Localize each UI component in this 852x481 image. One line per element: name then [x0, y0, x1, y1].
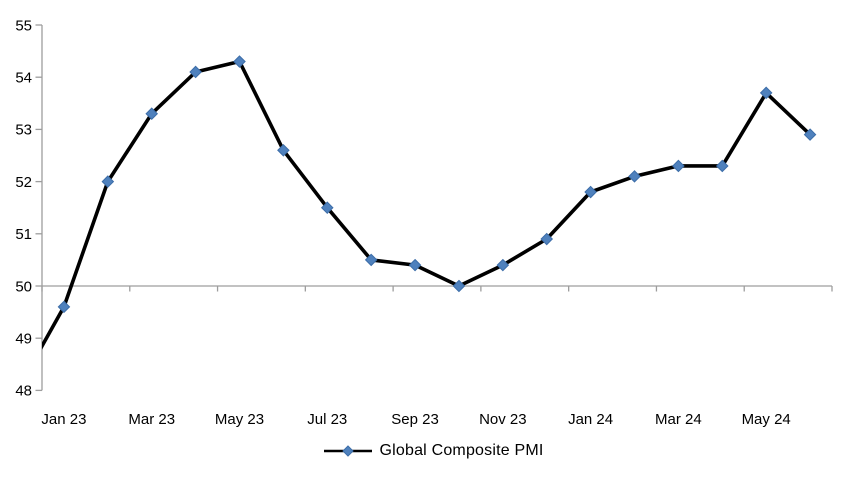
x-axis-label: May 23 [215, 411, 264, 428]
x-axis-label: Sep 23 [391, 411, 439, 428]
data-point-marker [277, 143, 290, 157]
data-point-marker [189, 65, 202, 79]
y-axis-label: 49 [15, 331, 32, 348]
chart-plot-area: 48 49 50 51 52 53 54 55 Jan 23 Mar 23 May 23 Jul 23… [15, 17, 833, 428]
legend-label: Global Composite PMI [379, 442, 544, 459]
data-point-marker [496, 258, 510, 272]
data-point-marker [57, 300, 71, 314]
y-axis-label: 53 [15, 122, 32, 139]
y-axis-label: 50 [15, 278, 32, 295]
y-axis-label: 52 [15, 174, 32, 191]
y-axis-label: 54 [15, 70, 32, 87]
data-point-marker [233, 55, 246, 68]
x-axis-label: Jul 23 [307, 411, 347, 428]
x-axis-label: Jan 24 [568, 411, 613, 428]
y-axis-label: 55 [15, 17, 32, 34]
legend-line-marker-icon [324, 445, 373, 457]
data-point-marker [628, 170, 641, 183]
chart-legend: Global Composite PMI [0, 440, 852, 462]
series-line [42, 59, 812, 350]
legend-item: Global Composite PMI [324, 441, 543, 461]
x-axis-label: Nov 23 [479, 411, 527, 428]
data-point-marker [320, 201, 334, 215]
data-point-marker [540, 232, 554, 246]
y-axis-label: 48 [15, 383, 32, 400]
data-point-marker [672, 159, 685, 173]
data-point-marker [364, 253, 378, 267]
data-point-marker [759, 86, 773, 100]
x-axis-label: May 24 [742, 411, 791, 428]
x-axis-label: Jan 23 [41, 411, 86, 428]
data-point-marker [145, 107, 159, 121]
data-point-marker [408, 258, 422, 272]
data-point-marker [452, 279, 466, 293]
data-point-marker [101, 175, 115, 188]
series-group [42, 55, 817, 350]
x-axis-label: Mar 23 [128, 411, 175, 428]
y-axis-label: 51 [15, 226, 32, 243]
data-point-marker [715, 159, 729, 173]
x-axis-label: Mar 24 [655, 411, 702, 428]
data-point-marker [584, 185, 597, 199]
data-point-marker [803, 128, 817, 141]
